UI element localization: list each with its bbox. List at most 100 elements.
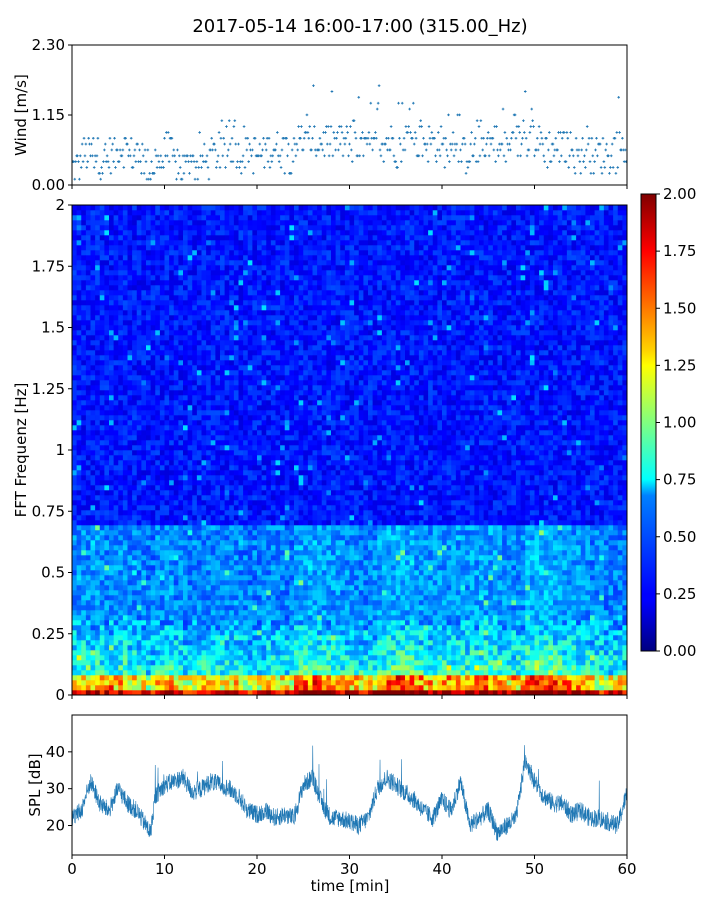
wind-point [382,160,386,163]
spectrogram-cell [113,675,119,681]
wind-point [447,113,450,117]
spectrogram-cell [270,305,276,311]
spectrogram-cell [196,670,202,676]
spectrogram-cell [85,370,91,376]
spectrogram-cell [178,645,184,651]
spectrogram-cell [252,315,258,321]
spectrogram-cell [95,485,101,491]
spectrogram-cell [159,270,165,276]
spectrogram-cell [224,290,230,296]
spectrogram-cell [247,410,253,416]
spectrogram-cell [252,640,258,646]
spectrogram-cell [132,210,138,216]
spectrogram-cell [146,640,151,646]
spectrogram-cell [224,450,230,456]
spectrogram-cell [252,690,258,695]
spectrogram-cell [206,325,212,331]
spectrogram-cell [81,635,87,641]
spectrogram-cell [118,510,124,516]
wind-point [527,148,531,152]
wind-point [428,136,432,140]
spectrogram-cell [196,270,202,276]
spectrogram-cell [196,515,202,521]
spectrogram-cell [243,270,249,276]
spectrogram-cell [266,215,272,221]
spectrogram-cell [233,450,239,456]
spectrogram-cell [183,460,188,466]
spectrogram-cell [104,240,110,246]
spectrogram-cell [178,585,184,591]
spectrogram-cell [85,510,91,516]
spectrogram-cell [178,260,184,266]
spectrogram-cell [150,600,156,606]
wind-point [574,136,578,140]
spectrogram-cell [192,255,198,261]
spectrogram-cell [122,625,128,631]
spectrogram-cell [243,290,249,296]
spectrogram-cell [164,510,170,516]
spectrogram-cell [210,340,216,346]
spectrogram-cell [220,620,225,626]
spectrogram-cell [270,260,276,266]
wind-point [240,160,244,163]
spectrogram-cell [132,570,138,576]
spectrogram-cell [164,350,170,356]
spectrogram-cell [187,210,193,216]
spectrogram-cell [178,500,184,506]
spectrogram-cell [146,350,151,356]
spectrogram-cell [252,385,258,391]
spectrogram-cell [159,465,165,471]
wind-point [225,125,228,128]
spectrogram-cell [95,415,101,421]
spectrogram-cell [122,480,128,486]
spectrogram-cell [85,620,91,626]
spectrogram-cell [159,525,165,531]
spectrogram-cell [220,360,225,366]
spectrogram-cell [113,360,119,366]
spectrogram-cell [90,505,96,511]
spectrogram-cell [95,270,101,276]
spectrogram-cell [146,315,151,321]
spectrogram-cell [169,520,175,526]
spectrogram-cell [122,400,128,406]
spectrogram-cell [224,535,230,541]
spectrogram-cell [210,535,216,541]
spectrogram-cell [146,600,151,606]
spectrogram-cell [201,590,207,596]
spectrogram-cell [220,390,225,396]
spectrogram-cell [266,600,272,606]
spectrogram-cell [104,385,110,391]
spectrogram-cell [85,430,91,436]
spectrogram-cell [104,260,110,266]
spectrogram-cell [113,450,119,456]
spectrogram-cell [252,485,258,491]
spectrogram-cell [270,675,276,681]
spectrogram-cell [76,550,82,556]
spectrogram-cell [178,620,184,626]
spectrogram-cell [173,630,179,636]
spectrogram-cell [132,550,138,556]
spectrogram-cell [238,645,244,651]
spectrogram-cell [164,590,170,596]
spectrogram-cell [196,610,202,616]
spectrogram-cell [132,510,138,516]
spectrogram-cell [118,595,124,601]
spectrogram-cell [220,450,225,456]
spectrogram-cell [261,210,267,216]
spectrogram-cell [206,205,212,211]
spectrogram-cell [266,585,272,591]
spectrogram-cell [233,400,239,406]
spectrogram-cell [275,445,281,451]
spectrogram-cell [122,640,128,646]
spectrogram-cell [109,495,114,501]
spectrogram-cell [224,575,230,581]
spectrogram-cell [238,400,244,406]
spectrogram-cell [81,505,87,511]
spectrogram-cell [76,390,82,396]
spectrogram-cell [270,295,276,301]
spectrogram-cell [178,535,184,541]
spectrogram-cell [243,680,249,686]
spectrogram-cell [95,465,101,471]
spectrogram-cell [109,500,114,506]
spectrogram-cell [159,240,165,246]
